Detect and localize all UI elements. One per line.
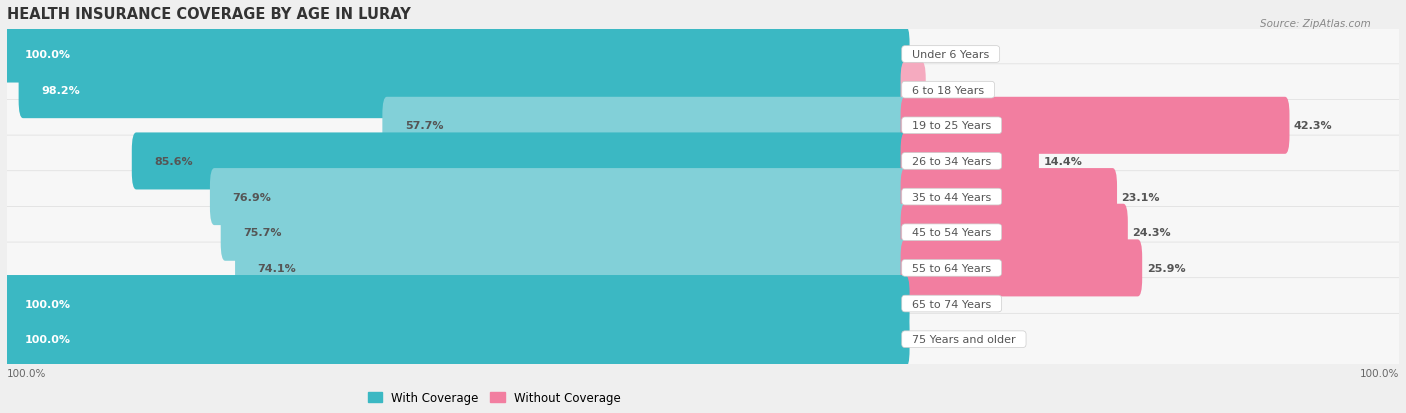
Text: 75.7%: 75.7% <box>243 228 281 237</box>
Text: 100.0%: 100.0% <box>25 50 70 60</box>
Text: 75 Years and older: 75 Years and older <box>905 335 1022 344</box>
Text: 35 to 44 Years: 35 to 44 Years <box>905 192 998 202</box>
Text: Source: ZipAtlas.com: Source: ZipAtlas.com <box>1260 19 1371 28</box>
FancyBboxPatch shape <box>901 204 1128 261</box>
FancyBboxPatch shape <box>3 26 910 83</box>
FancyBboxPatch shape <box>4 207 1402 259</box>
Text: 45 to 54 Years: 45 to 54 Years <box>905 228 998 237</box>
Text: 74.1%: 74.1% <box>257 263 297 273</box>
FancyBboxPatch shape <box>4 100 1402 152</box>
FancyBboxPatch shape <box>3 275 910 332</box>
Text: 100.0%: 100.0% <box>25 299 70 309</box>
Legend: With Coverage, Without Coverage: With Coverage, Without Coverage <box>363 386 626 408</box>
Text: 24.3%: 24.3% <box>1132 228 1171 237</box>
FancyBboxPatch shape <box>901 133 1039 190</box>
FancyBboxPatch shape <box>4 136 1402 188</box>
Text: 65 to 74 Years: 65 to 74 Years <box>905 299 998 309</box>
Text: 0.0%: 0.0% <box>914 299 945 309</box>
Text: 100.0%: 100.0% <box>7 368 46 378</box>
FancyBboxPatch shape <box>18 62 910 119</box>
Text: HEALTH INSURANCE COVERAGE BY AGE IN LURAY: HEALTH INSURANCE COVERAGE BY AGE IN LURA… <box>7 7 411 22</box>
Text: 57.7%: 57.7% <box>405 121 443 131</box>
Text: 98.2%: 98.2% <box>41 85 80 95</box>
FancyBboxPatch shape <box>4 313 1402 365</box>
FancyBboxPatch shape <box>3 311 910 368</box>
FancyBboxPatch shape <box>4 278 1402 330</box>
FancyBboxPatch shape <box>132 133 910 190</box>
FancyBboxPatch shape <box>209 169 910 225</box>
Text: 26 to 34 Years: 26 to 34 Years <box>905 157 998 166</box>
Text: 85.6%: 85.6% <box>155 157 193 166</box>
Text: 6 to 18 Years: 6 to 18 Years <box>905 85 991 95</box>
FancyBboxPatch shape <box>235 240 910 297</box>
Text: 14.4%: 14.4% <box>1043 157 1083 166</box>
FancyBboxPatch shape <box>901 240 1142 297</box>
Text: 100.0%: 100.0% <box>1360 368 1399 378</box>
FancyBboxPatch shape <box>4 171 1402 223</box>
FancyBboxPatch shape <box>382 97 910 154</box>
Text: 42.3%: 42.3% <box>1294 121 1333 131</box>
FancyBboxPatch shape <box>4 242 1402 294</box>
Text: 76.9%: 76.9% <box>232 192 271 202</box>
Text: Under 6 Years: Under 6 Years <box>905 50 997 60</box>
Text: 19 to 25 Years: 19 to 25 Years <box>905 121 998 131</box>
FancyBboxPatch shape <box>221 204 910 261</box>
Text: 100.0%: 100.0% <box>25 335 70 344</box>
FancyBboxPatch shape <box>901 62 925 119</box>
Text: 55 to 64 Years: 55 to 64 Years <box>905 263 998 273</box>
FancyBboxPatch shape <box>4 29 1402 81</box>
Text: 25.9%: 25.9% <box>1147 263 1185 273</box>
Text: 23.1%: 23.1% <box>1122 192 1160 202</box>
Text: 0.0%: 0.0% <box>914 335 945 344</box>
FancyBboxPatch shape <box>4 65 1402 116</box>
FancyBboxPatch shape <box>901 97 1289 154</box>
Text: 1.8%: 1.8% <box>931 85 962 95</box>
Text: 0.0%: 0.0% <box>914 50 945 60</box>
FancyBboxPatch shape <box>901 169 1116 225</box>
